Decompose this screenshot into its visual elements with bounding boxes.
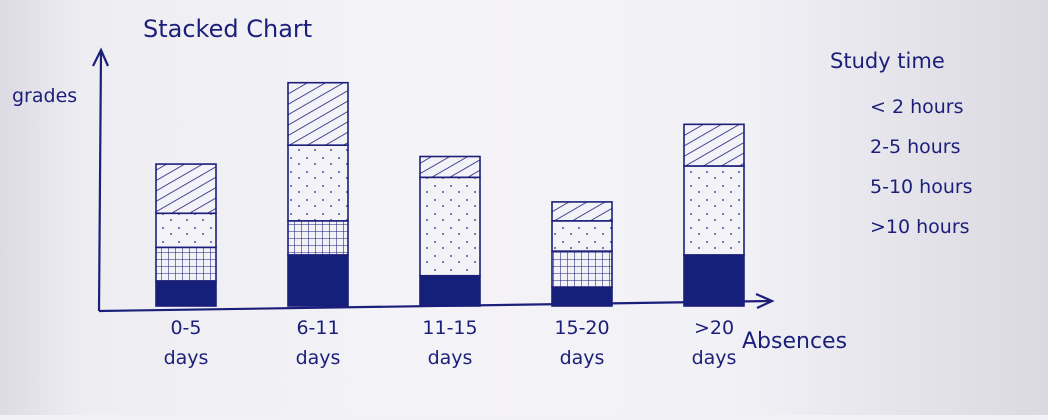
bar-segment-6-11-days-2-hours xyxy=(287,81,349,146)
bar-segment-0-5-days-2-5-hours xyxy=(155,212,217,249)
x-tick-label-0-5-days: 0-5 days xyxy=(164,317,209,369)
chart-title: Stacked Chart xyxy=(143,15,312,43)
bar-stack-0-5-days xyxy=(155,163,217,307)
bar-segment-15-20-days-2-hours xyxy=(551,201,613,222)
bar-segment-6-11-days-5-10-hours xyxy=(287,220,349,256)
y-axis xyxy=(92,47,110,312)
bar-segment-20-days-2-hours xyxy=(683,123,745,167)
bar-stack-6-11-days xyxy=(287,81,349,307)
legend: Study time < 2 hours 2-5 hours 5-10 hours >… xyxy=(830,49,973,238)
x-tick-labels: 0-5 days 6-11 days 11-15 days 15-20 days >20 days xyxy=(164,317,737,369)
bar-stack-15-20-days xyxy=(551,201,613,307)
bar-segment-20-days-2-5-hours xyxy=(683,165,745,256)
x-tick-label-6-11-days: 6-11 days xyxy=(296,317,341,369)
x-axis-label: Absences xyxy=(742,329,847,354)
y-axis-label: grades xyxy=(12,85,77,107)
legend-item-2-5-hours: 2-5 hours xyxy=(870,136,961,158)
bar-stack-20-days xyxy=(683,123,745,307)
legend-item-2-hours: < 2 hours xyxy=(870,96,964,118)
legend-item-5-10-hours: 5-10 hours xyxy=(870,176,973,198)
bar-segment-15-20-days-2-5-hours xyxy=(551,220,613,252)
bar-segment-0-5-days-10-hours xyxy=(155,280,217,307)
bar-segment-11-15-days-2-hours xyxy=(419,155,481,179)
bar-segment-11-15-days-10-hours xyxy=(419,274,481,307)
bar-segment-0-5-days-5-10-hours xyxy=(155,246,217,283)
bar-segment-6-11-days-2-5-hours xyxy=(287,144,349,222)
bar-segment-0-5-days-2-hours xyxy=(155,163,217,215)
bar-segment-15-20-days-5-10-hours xyxy=(551,250,613,288)
x-tick-label-11-15-days: 11-15 days xyxy=(422,317,477,369)
x-tick-label-15-20-days: 15-20 days xyxy=(554,317,609,369)
legend-item-10-hours: >10 hours xyxy=(870,216,970,238)
bar-stack-11-15-days xyxy=(419,155,481,307)
bar-segment-15-20-days-10-hours xyxy=(551,286,613,307)
legend-title: Study time xyxy=(830,49,945,73)
bars-group xyxy=(155,81,745,307)
bar-segment-11-15-days-2-5-hours xyxy=(419,176,481,277)
bar-segment-6-11-days-10-hours xyxy=(287,254,349,307)
bar-segment-20-days-10-hours xyxy=(683,254,745,307)
x-tick-label-20-days: >20 days xyxy=(692,317,737,369)
